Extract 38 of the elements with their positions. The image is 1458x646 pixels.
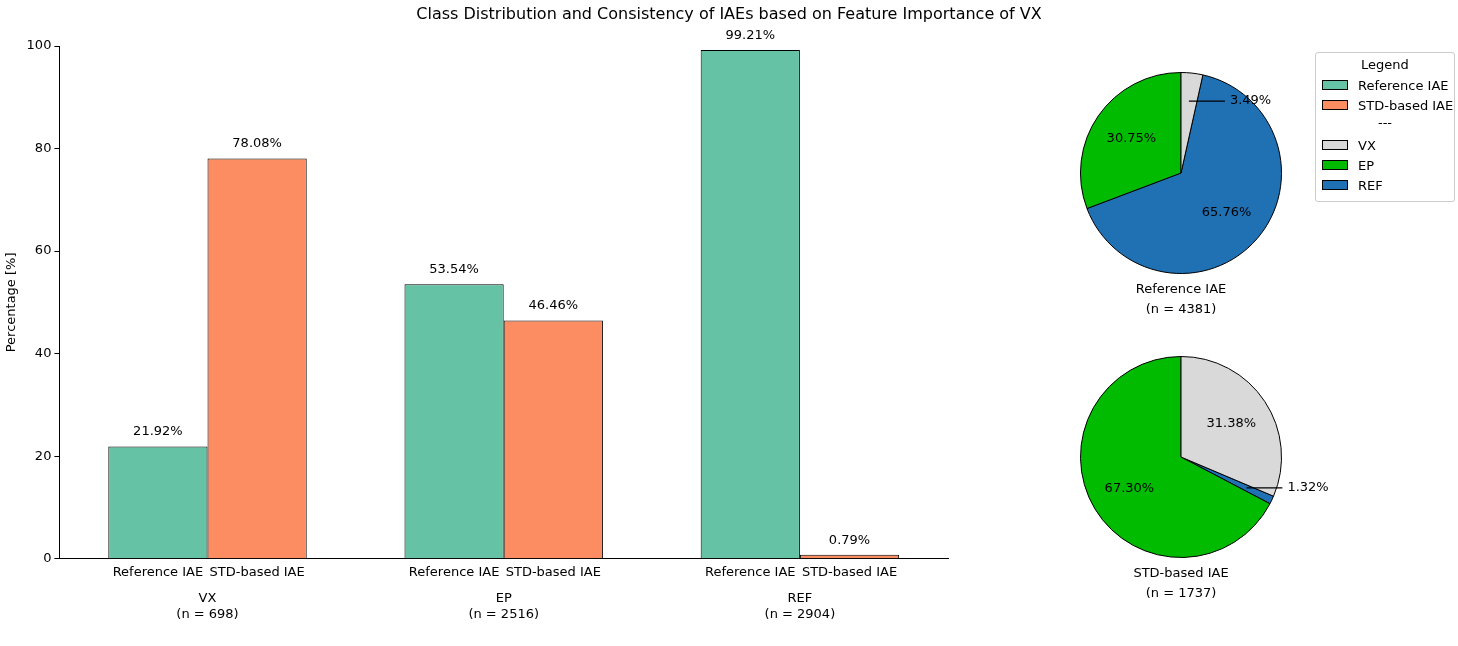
x-tick-label: EP (n = 2516) bbox=[468, 589, 540, 621]
text: --- bbox=[1376, 115, 1394, 132]
data-label: 78.08% bbox=[232, 135, 282, 151]
text: STD-based IAE bbox=[209, 563, 305, 579]
text: STD-based IAE (n = 1737) bbox=[1132, 564, 1230, 602]
y-tick-label: 0 bbox=[43, 550, 52, 566]
legend-label: VX bbox=[1358, 137, 1376, 153]
data-label: 0.79% bbox=[828, 531, 871, 547]
data-label: 65.76% bbox=[1201, 203, 1252, 219]
data-label: 21.92% bbox=[133, 423, 183, 439]
legend-label: Reference IAE bbox=[1358, 77, 1449, 93]
data-label: 1.32% bbox=[1287, 479, 1329, 495]
text: Reference IAE bbox=[408, 563, 500, 579]
legend-label: EP bbox=[1358, 157, 1375, 173]
x-tick-label: REF (n = 2904) bbox=[764, 589, 836, 621]
legend-title: Legend bbox=[1360, 57, 1410, 72]
data-label: 31.38% bbox=[1206, 415, 1257, 431]
x-tick-label: VX (n = 698) bbox=[176, 589, 239, 621]
legend-label: STD-based IAE bbox=[1358, 97, 1454, 113]
y-axis-title: Percentage [%] bbox=[3, 252, 19, 353]
data-label: 53.54% bbox=[429, 261, 479, 277]
data-label: 67.30% bbox=[1104, 479, 1155, 495]
y-tick-label: 20 bbox=[34, 447, 52, 463]
data-label: 3.49% bbox=[1229, 92, 1272, 108]
data-label: 99.21% bbox=[725, 26, 776, 42]
data-label: 30.75% bbox=[1106, 130, 1157, 146]
text: Reference IAE bbox=[112, 563, 204, 579]
text: Reference IAE (n = 4381) bbox=[1134, 280, 1228, 318]
text: Reference IAE bbox=[705, 563, 796, 579]
chart-title: Class Distribution and Consistency of IAEs based on Feature Importance of VX bbox=[415, 4, 1043, 23]
y-tick-label: 100 bbox=[26, 37, 52, 53]
legend-label: REF bbox=[1358, 177, 1383, 193]
data-label: 46.46% bbox=[528, 297, 579, 313]
y-tick-label: 60 bbox=[34, 242, 52, 258]
text: STD-based IAE bbox=[801, 563, 898, 579]
y-tick-label: 40 bbox=[34, 345, 52, 361]
y-tick-label: 80 bbox=[34, 139, 52, 155]
text: STD-based IAE bbox=[505, 563, 601, 579]
